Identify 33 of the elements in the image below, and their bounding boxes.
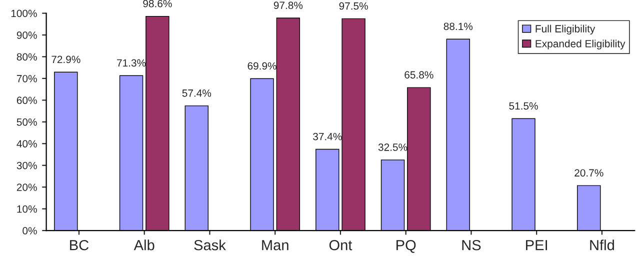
legend-label: Full Eligibility: [536, 24, 596, 35]
y-tick-label: 100%: [11, 10, 37, 18]
y-tick-label: 70%: [16, 74, 37, 82]
y-tick-label: 60%: [16, 96, 37, 104]
data-label: 72.9%: [52, 56, 80, 64]
x-tick-label: Sask: [194, 240, 226, 250]
data-label: 57.4%: [182, 89, 212, 97]
data-label: 20.7%: [574, 169, 604, 177]
y-tick-label: 10%: [17, 205, 37, 213]
legend-label: Expanded Eligibility: [536, 40, 626, 50]
y-tick-label: 50%: [16, 118, 37, 126]
y-tick-label: 20%: [16, 184, 37, 191]
data-label: 98.6%: [143, 0, 172, 8]
x-tick-label: PEI: [526, 240, 547, 250]
x-tick-label: NS: [462, 240, 481, 250]
y-tick-label: 30%: [16, 162, 37, 170]
data-label: 97.8%: [274, 2, 303, 10]
x-tick-label: PQ: [396, 240, 416, 253]
x-tick-label: BC: [70, 240, 89, 250]
y-tick-label: 0%: [22, 227, 37, 234]
x-tick-label: Man: [262, 240, 288, 250]
x-tick-label: Nfld: [590, 240, 614, 250]
data-label: 97.5%: [339, 2, 368, 10]
data-label: 65.8%: [404, 71, 434, 79]
y-tick-label: 90%: [16, 31, 37, 39]
y-tick-label: 80%: [16, 53, 37, 61]
data-label: 88.1%: [444, 22, 473, 30]
x-tick-label: Ont: [329, 240, 352, 250]
y-tick-label: 40%: [16, 140, 37, 148]
data-label: 51.5%: [509, 102, 538, 110]
data-label: 71.3%: [117, 59, 146, 67]
x-tick-label: Alb: [134, 240, 154, 250]
data-label: 69.9%: [248, 62, 276, 70]
